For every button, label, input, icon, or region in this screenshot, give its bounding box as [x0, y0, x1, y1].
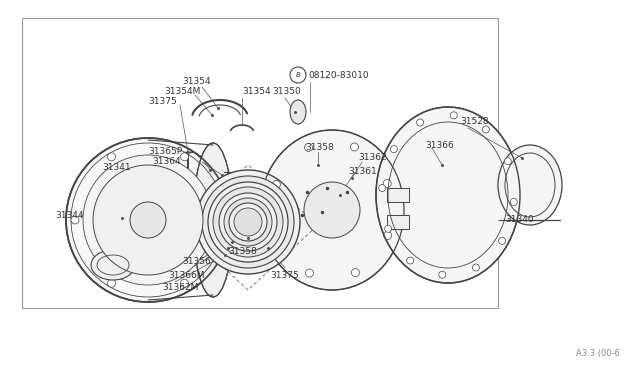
Circle shape [417, 119, 424, 126]
Text: 31354M: 31354M [164, 87, 200, 96]
Text: 31362M: 31362M [162, 283, 198, 292]
Text: A3.3 (00-6: A3.3 (00-6 [576, 349, 620, 358]
Text: 31364: 31364 [152, 157, 180, 167]
Bar [387, 215, 409, 229]
Circle shape [273, 232, 281, 241]
Circle shape [483, 126, 490, 133]
Circle shape [180, 153, 189, 161]
Text: 31341: 31341 [102, 164, 131, 173]
Bar [387, 188, 409, 202]
Circle shape [383, 231, 392, 240]
Circle shape [385, 225, 392, 232]
Circle shape [383, 179, 391, 187]
Ellipse shape [130, 202, 166, 238]
Ellipse shape [193, 143, 233, 297]
Circle shape [273, 180, 280, 189]
Ellipse shape [83, 155, 213, 285]
Text: 31358: 31358 [228, 247, 257, 257]
Ellipse shape [498, 145, 562, 225]
Ellipse shape [208, 182, 288, 262]
Circle shape [351, 143, 358, 151]
Text: 31366M: 31366M [168, 270, 205, 279]
Ellipse shape [91, 250, 135, 280]
Ellipse shape [213, 187, 283, 257]
Text: 31528: 31528 [460, 118, 488, 126]
Ellipse shape [260, 130, 404, 290]
Circle shape [504, 158, 511, 165]
Circle shape [290, 67, 306, 83]
Circle shape [379, 185, 386, 192]
Ellipse shape [219, 193, 277, 251]
Text: 31362: 31362 [358, 154, 387, 163]
Bar [22, 18, 498, 308]
Text: 31365P: 31365P [148, 148, 182, 157]
Text: 31356: 31356 [182, 257, 211, 266]
Circle shape [351, 269, 360, 277]
Circle shape [510, 199, 517, 205]
Text: 31375: 31375 [148, 97, 177, 106]
Ellipse shape [290, 100, 306, 124]
Text: 31350: 31350 [272, 87, 301, 96]
Circle shape [390, 145, 397, 153]
Circle shape [108, 279, 115, 287]
Circle shape [499, 237, 506, 244]
Ellipse shape [196, 170, 300, 274]
Text: 31358: 31358 [305, 144, 333, 153]
Ellipse shape [304, 182, 360, 238]
Circle shape [180, 279, 189, 287]
Text: 31375: 31375 [270, 270, 299, 279]
Text: 31366: 31366 [425, 141, 454, 150]
Circle shape [305, 269, 314, 277]
Text: 31340: 31340 [505, 215, 534, 224]
Ellipse shape [202, 176, 294, 268]
Text: B: B [296, 72, 300, 78]
Ellipse shape [66, 138, 230, 302]
Text: 31361: 31361 [348, 167, 377, 176]
Circle shape [217, 216, 225, 224]
Circle shape [472, 264, 479, 271]
Circle shape [451, 112, 457, 119]
Circle shape [108, 153, 115, 161]
Text: 31344: 31344 [55, 211, 83, 219]
Circle shape [439, 271, 445, 278]
Text: 08120-83010: 08120-83010 [308, 71, 369, 80]
Circle shape [406, 257, 413, 264]
Ellipse shape [229, 203, 267, 241]
Ellipse shape [224, 198, 272, 246]
Text: 31354: 31354 [182, 77, 211, 87]
Ellipse shape [93, 165, 203, 275]
Ellipse shape [382, 174, 406, 230]
Ellipse shape [234, 208, 262, 236]
Text: 31354: 31354 [242, 87, 271, 96]
Circle shape [71, 216, 79, 224]
Circle shape [305, 143, 312, 151]
Ellipse shape [376, 107, 520, 283]
